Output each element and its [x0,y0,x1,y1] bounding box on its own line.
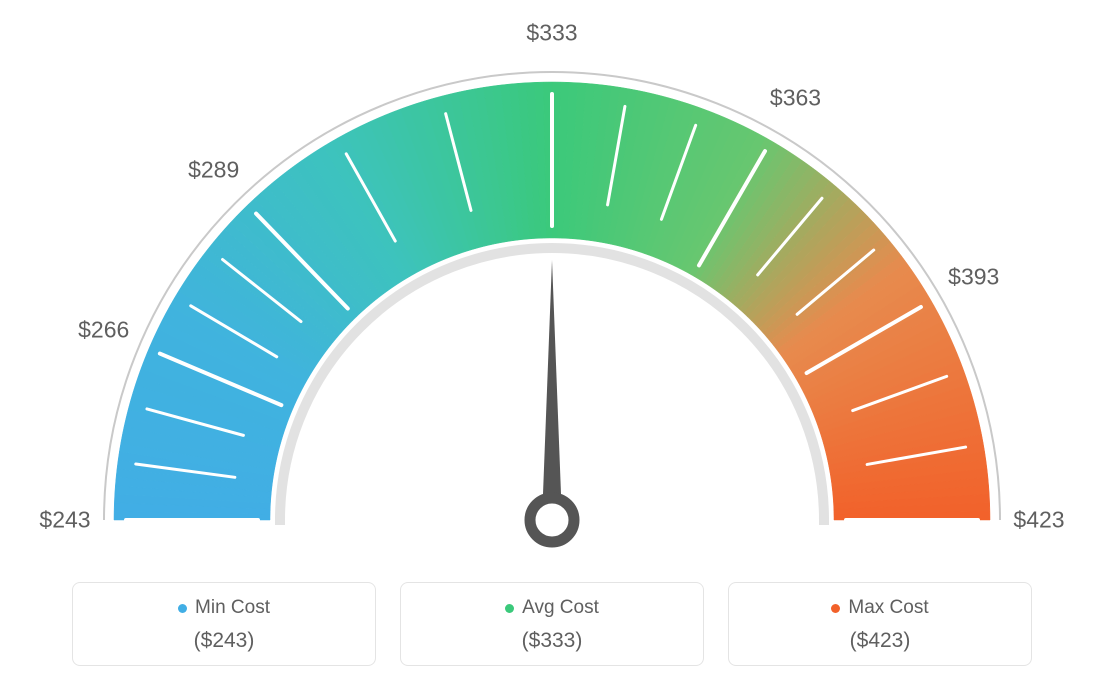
legend-min-label: Min Cost [195,597,270,619]
gauge-tick-label: $266 [78,316,129,343]
gauge-tick-label: $423 [1013,507,1064,534]
gauge-tick-label: $333 [526,20,577,47]
legend-row: Min Cost ($243) Avg Cost ($333) Max Cost… [0,582,1104,666]
legend-avg-label-row: Avg Cost [505,597,599,619]
gauge-tick-label: $289 [188,156,239,183]
legend-dot-max [831,604,840,613]
gauge-tick-label: $393 [948,263,999,290]
gauge-tick-label: $363 [770,85,821,112]
legend-card-avg: Avg Cost ($333) [400,582,704,666]
gauge-chart-container: $243 $266 $289 $333 $363 $393 $423 Min Cost ($… [0,0,1104,690]
legend-max-label-row: Max Cost [831,597,928,619]
gauge-tick-label: $243 [39,507,90,534]
gauge-svg [0,0,1104,560]
legend-avg-value: ($333) [409,629,695,653]
legend-card-max: Max Cost ($423) [728,582,1032,666]
legend-dot-min [178,604,187,613]
legend-min-value: ($243) [81,629,367,653]
legend-max-value: ($423) [737,629,1023,653]
gauge-area: $243 $266 $289 $333 $363 $393 $423 [0,0,1104,560]
legend-avg-label: Avg Cost [522,597,599,619]
legend-dot-avg [505,604,514,613]
legend-max-label: Max Cost [848,597,928,619]
legend-min-label-row: Min Cost [178,597,270,619]
legend-card-min: Min Cost ($243) [72,582,376,666]
